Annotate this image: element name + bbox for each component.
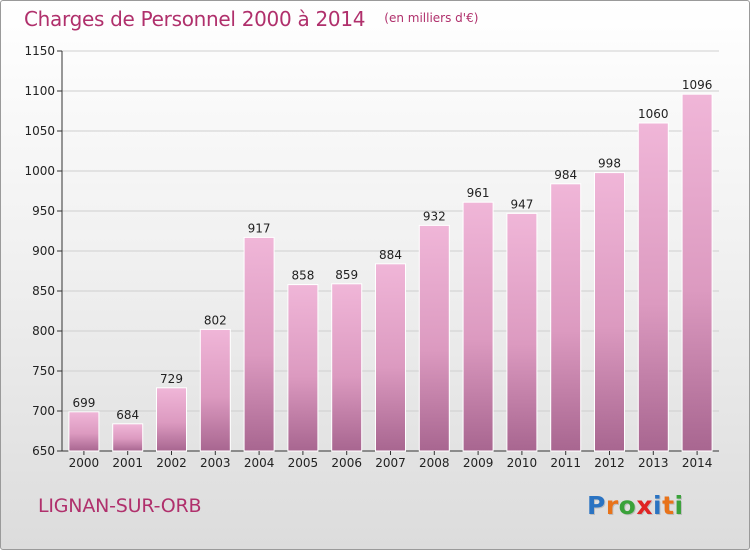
bar [506,212,538,452]
y-tick-labels: 650 700 750 800 850 900 950 1000 1050 1100 1150 [24,44,55,458]
y-tick-label: 1050 [24,124,55,138]
y-tick-label: 700 [32,404,55,418]
x-tick-label: 2006 [331,456,362,470]
bar [681,93,713,452]
bar [418,224,450,452]
x-tick-label: 2009 [463,456,494,470]
value-label: 961 [467,186,490,200]
value-label: 859 [335,268,358,282]
bar [112,423,144,452]
logo-letter: r [605,491,619,520]
logo-letter: P [587,491,606,520]
logo-letter: x [636,491,653,520]
y-tick-label: 1150 [24,44,55,58]
value-label: 699 [72,396,95,410]
y-tick-label: 800 [32,324,55,338]
value-label: 1096 [682,78,713,92]
value-label: 998 [598,157,621,171]
value-labels: 699 684 729 802 917 858 859 884 932 961 947 984 998 1… [72,78,712,422]
value-label: 858 [291,269,314,283]
x-tick-label: 2005 [288,456,319,470]
title-row: Charges de Personnel 2000 à 2014 (en mil… [24,7,478,31]
bar [550,183,582,452]
value-label: 684 [116,408,139,422]
bar [287,284,319,452]
chart-title: Charges de Personnel 2000 à 2014 [24,7,366,31]
x-tick-label: 2000 [69,456,100,470]
x-tick-label: 2010 [507,456,538,470]
x-tick-label: 2001 [112,456,143,470]
value-label: 917 [248,221,271,235]
bar [637,122,669,452]
y-tick-label: 650 [32,444,55,458]
y-tick-label: 1000 [24,164,55,178]
value-label: 984 [554,168,577,182]
x-tick-label: 2003 [200,456,231,470]
x-tick-label: 2008 [419,456,450,470]
bar [199,328,231,452]
bar [156,387,187,452]
x-tick-label: 2014 [682,456,713,470]
logo-letter: i [653,491,663,520]
value-label: 884 [379,248,402,262]
logo-letter: t [662,491,675,520]
x-tick-label: 2013 [638,456,669,470]
x-tick-label: 2002 [156,456,187,470]
bar [594,172,625,452]
bar [68,411,100,452]
y-tick-label: 750 [32,364,55,378]
proxiti-logo[interactable]: Proxiti [587,491,684,520]
value-label: 947 [510,197,533,211]
value-label: 729 [160,372,183,386]
x-tick-label: 2004 [244,456,275,470]
logo-letter: o [618,491,637,520]
value-label: 802 [204,313,227,327]
x-tick-label: 2011 [550,456,581,470]
y-tick-label: 900 [32,244,55,258]
bars [68,93,713,452]
bar [375,263,406,452]
bar [462,201,494,452]
logo-letter: i [674,491,684,520]
value-label: 932 [423,209,446,223]
x-tick-label: 2007 [375,456,406,470]
y-tick-label: 950 [32,204,55,218]
bar [243,236,275,452]
x-tick-label: 2012 [594,456,625,470]
commune-name: LIGNAN-SUR-ORB [38,495,202,517]
bar [331,283,363,452]
chart-subtitle: (en milliers d'€) [384,11,479,25]
y-tick-label: 1100 [24,84,55,98]
y-tick-label: 850 [32,284,55,298]
x-tick-labels: 2000 2001 2002 2003 2004 2005 2006 2007 2008 2009… [69,451,713,470]
value-label: 1060 [638,107,669,121]
